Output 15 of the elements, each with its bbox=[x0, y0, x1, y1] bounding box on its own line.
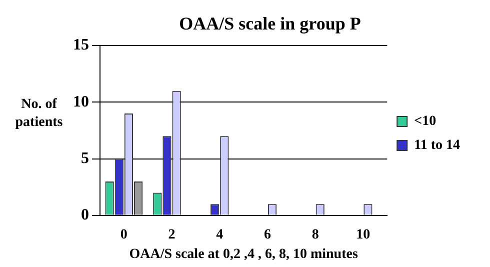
y-tick-label: 10 bbox=[73, 93, 89, 110]
x-tick-label: 4 bbox=[216, 227, 224, 242]
x-tick-label: 0 bbox=[120, 227, 128, 242]
x-tick-label: 10 bbox=[356, 227, 370, 242]
y-tick-label: 5 bbox=[81, 150, 89, 167]
x-axis-title: OAA/S scale at 0,2 ,4 , 6, 8, 10 minutes bbox=[129, 247, 358, 262]
x-tick-label: 2 bbox=[168, 227, 176, 242]
legend-label: 11 to 14 bbox=[414, 138, 460, 154]
x-tick-label: 8 bbox=[312, 227, 319, 242]
chart-title: OAA/S scale in group P bbox=[179, 13, 361, 34]
y-axis-title: No. of patients bbox=[14, 96, 64, 132]
y-tick-label: 15 bbox=[73, 36, 89, 54]
x-tick-label: 6 bbox=[264, 227, 271, 242]
y-tick-label: 0 bbox=[81, 206, 89, 224]
legend-label: <10 bbox=[414, 114, 436, 130]
